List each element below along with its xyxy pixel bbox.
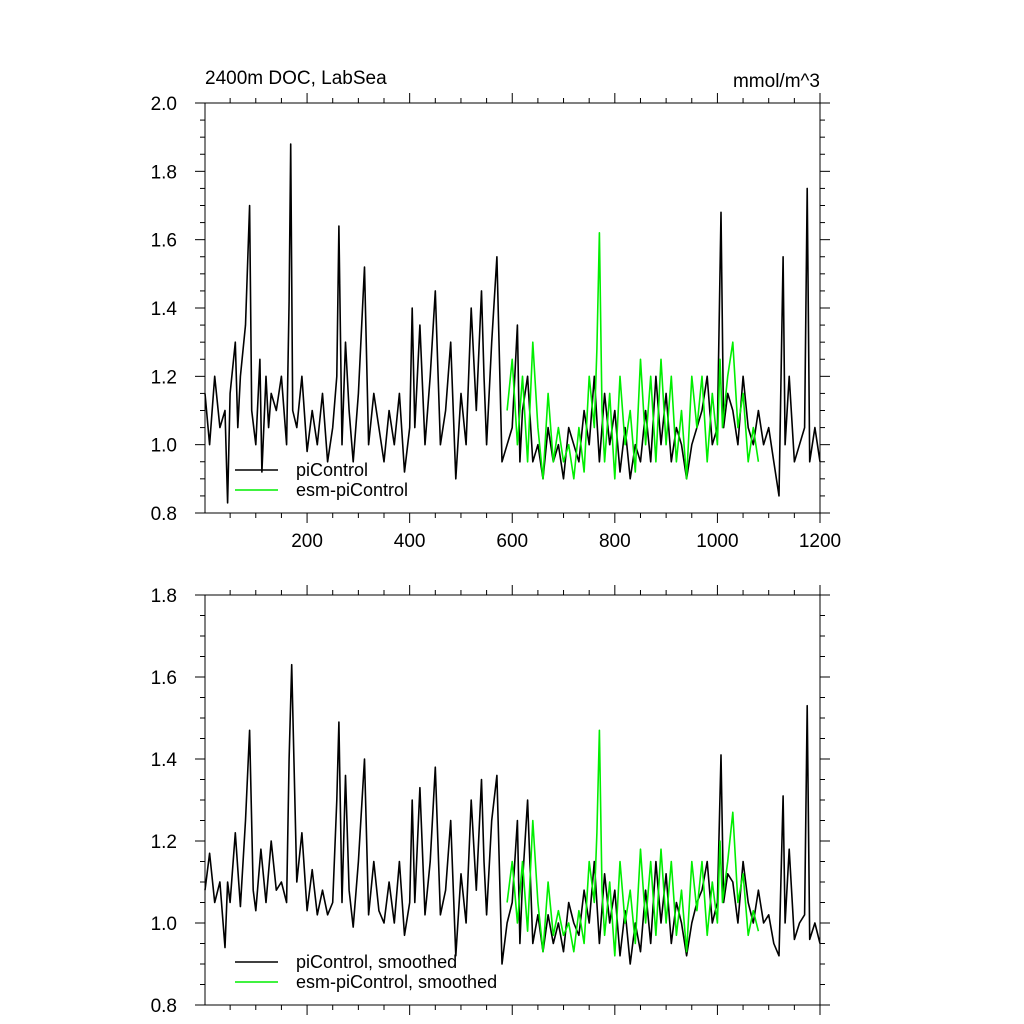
top-series-lines [204,143,821,504]
y-tick-label: 1.4 [151,299,178,320]
y-tick-label: 1.8 [151,586,177,607]
legend-label-esm-picontrol: esm-piControl [296,480,408,500]
x-tick-label: 600 [496,531,528,552]
y-tick-label: 1.8 [151,162,177,183]
y-tick-label: 0.8 [151,996,177,1017]
series-line-esm-picontrol [506,232,760,480]
bottom-series-lines [204,663,821,965]
y-tick-label: 2.0 [151,94,177,115]
x-tick-label: 400 [394,531,426,552]
bottom-panel: 0.8 1.0 1.2 1.4 1.6 1.8 piControl, smoothed e… [151,585,830,1017]
y-tick-label: 1.4 [151,750,178,771]
title-left: 2400m DOC, LabSea [205,68,387,89]
top-legend: piControl esm-piControl [235,460,408,500]
series-line-esm-picontrol-smoothed [506,729,760,957]
y-tick-label: 1.0 [151,436,177,457]
x-tick-label: 200 [291,531,323,552]
series-line-picontrol-smoothed [204,663,821,965]
x-tick-label: 1000 [696,531,738,552]
y-tick-label: 1.2 [151,832,177,853]
y-tick-label: 1.6 [151,231,177,252]
top-plot-frame [204,102,821,514]
y-tick-label: 0.8 [151,504,177,525]
x-tick-label: 1200 [799,531,841,552]
top-panel: 2400m DOC, LabSea mmol/m^3 200 400 600 800 1… [151,68,842,552]
x-tick-label: 800 [599,531,631,552]
y-tick-label: 1.6 [151,668,177,689]
title-right-units: mmol/m^3 [733,71,820,92]
bottom-plot-frame [204,594,821,1006]
legend-label-esm-picontrol-smoothed: esm-piControl, smoothed [296,972,497,992]
legend-label-picontrol: piControl [296,460,368,480]
bottom-legend: piControl, smoothed esm-piControl, smoot… [235,952,497,992]
y-tick-label: 1.2 [151,367,177,388]
top-ticks: 200 400 600 800 1000 1200 0.8 1.0 1.2 1.4 1.6 1.8 2.… [151,93,841,552]
y-tick-label: 1.0 [151,914,177,935]
bottom-ticks: 0.8 1.0 1.2 1.4 1.6 1.8 [151,585,830,1017]
series-line-picontrol [204,143,821,504]
legend-label-picontrol-smoothed: piControl, smoothed [296,952,457,972]
